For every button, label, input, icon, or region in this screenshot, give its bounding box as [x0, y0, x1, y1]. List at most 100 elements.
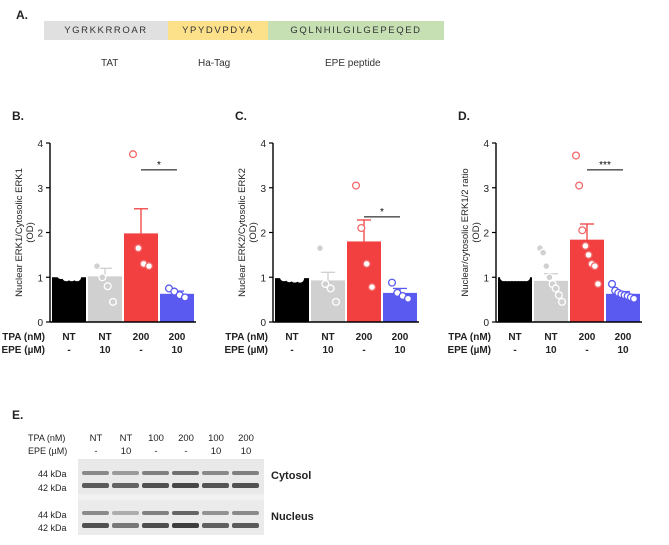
lane-tpa-value: 200	[238, 433, 254, 444]
tpa-row-label: TPA (nM)	[225, 332, 268, 343]
data-point	[581, 241, 590, 250]
data-point	[326, 284, 335, 293]
nucleus-blot	[78, 500, 264, 535]
blot-tpa-label: TPA (nM)	[28, 433, 66, 443]
y-tick-label: 3	[483, 184, 489, 195]
lane-epe-value: 10	[120, 446, 132, 457]
band-44kda	[172, 471, 199, 475]
y-axis-label-line: (OD)	[248, 222, 259, 243]
data-point	[571, 151, 581, 160]
nucleus-marker-44: 44 kDa	[38, 510, 67, 520]
y-tick-label: 4	[37, 139, 43, 150]
y-tick-label: 4	[260, 139, 266, 150]
tat-label: TAT	[101, 58, 119, 69]
data-point	[108, 297, 118, 306]
category-tpa-label: 200	[356, 332, 373, 343]
band-44kda	[232, 511, 259, 515]
band-42kda	[202, 483, 229, 488]
lane-epe-value: -	[154, 446, 158, 457]
data-point	[539, 248, 548, 257]
category-epe-label: 10	[99, 345, 111, 356]
band-44kda	[172, 511, 199, 515]
data-point	[590, 262, 599, 271]
data-point	[367, 283, 377, 292]
category-epe-label: -	[67, 345, 70, 356]
band-42kda	[142, 483, 169, 488]
lane-tpa-value: 100	[148, 433, 164, 444]
data-point	[331, 297, 341, 306]
ha-tag-label: Ha-Tag	[198, 58, 231, 69]
y-axis-label: Nuclear/cytosolic ERK1/2 ratio(OD)	[460, 168, 482, 296]
band-42kda	[232, 483, 259, 488]
panel-letter: D.	[458, 109, 470, 123]
band-44kda	[142, 511, 169, 515]
y-axis-label-line: (OD)	[471, 222, 482, 243]
y-tick-label: 1	[483, 273, 489, 284]
band-42kda	[82, 523, 109, 528]
lane-epe-value: 10	[210, 446, 222, 457]
cytosol-label: Cytosol	[271, 470, 312, 482]
cytosol-marker-42: 42 kDa	[38, 483, 67, 493]
data-point	[387, 278, 397, 287]
lane-tpa-value: NT	[89, 433, 103, 444]
significance-label: *	[157, 160, 161, 171]
category-tpa-label: NT	[544, 332, 557, 343]
band-44kda	[112, 511, 139, 515]
y-tick-label: 1	[260, 273, 266, 284]
data-point	[72, 273, 82, 282]
bar-2	[347, 241, 381, 322]
y-tick-label: 2	[260, 229, 266, 240]
nucleus-label: Nucleus	[271, 511, 314, 523]
data-point	[551, 284, 560, 293]
category-epe-label: 10	[322, 345, 334, 356]
lane-tpa-value: 200	[178, 433, 194, 444]
panel-b-chart: B. Nuclear ERK1/Cytosolic ERK1(OD) 0 1 2 3 4 * T…	[1, 109, 196, 356]
category-epe-label: 10	[394, 345, 406, 356]
panel-a-letter: A.	[16, 8, 28, 22]
bar-0	[275, 278, 309, 322]
data-point	[170, 287, 179, 296]
band-42kda	[112, 523, 139, 528]
category-tpa-label: 200	[392, 332, 409, 343]
lane-epe-value: -	[94, 446, 98, 457]
significance-label: ***	[599, 160, 611, 171]
band-42kda	[232, 523, 259, 528]
epe-row-label: EPE (µM)	[224, 345, 268, 356]
y-axis-label-line: Nuclear ERK1/Cytosolic ERK1	[14, 168, 25, 297]
cytosol-blot	[78, 459, 264, 494]
lane-tpa-value: 100	[208, 433, 224, 444]
band-44kda	[202, 511, 229, 515]
category-tpa-label: NT	[62, 332, 75, 343]
epe-row-label: EPE (µM)	[1, 345, 45, 356]
data-point	[584, 250, 593, 259]
data-point	[357, 223, 366, 233]
band-44kda	[232, 471, 259, 475]
category-epe-label: 10	[545, 345, 557, 356]
lane-epe-value: 10	[240, 446, 252, 457]
y-axis-label: Nuclear ERK2/Cytosolic ERK2(OD)	[237, 168, 259, 297]
category-epe-label: -	[585, 345, 588, 356]
ha-tag-sequence: YPYDVPDYA	[168, 21, 268, 40]
y-tick-label: 1	[37, 273, 43, 284]
lane-tpa-value: NT	[119, 433, 133, 444]
band-42kda	[82, 483, 109, 488]
category-tpa-label: 200	[169, 332, 186, 343]
y-tick-label: 2	[483, 229, 489, 240]
category-tpa-label: NT	[508, 332, 521, 343]
band-44kda	[82, 471, 109, 475]
band-44kda	[142, 471, 169, 475]
y-axis-label-line: Nuclear/cytosolic ERK1/2 ratio	[460, 168, 471, 296]
data-point	[362, 259, 371, 268]
category-epe-label: 10	[171, 345, 183, 356]
panel-e-letter: E.	[12, 408, 24, 422]
category-epe-label: -	[513, 345, 516, 356]
data-point	[607, 279, 617, 289]
data-point	[295, 274, 305, 283]
data-point	[321, 279, 330, 289]
y-axis-label-line: (OD)	[25, 222, 36, 243]
data-point	[180, 293, 190, 302]
epe-sequence: GQLNHILGILGEPEQED	[268, 21, 444, 40]
category-epe-label: -	[362, 345, 365, 356]
category-tpa-label: 200	[133, 332, 150, 343]
bar-0	[498, 277, 532, 322]
